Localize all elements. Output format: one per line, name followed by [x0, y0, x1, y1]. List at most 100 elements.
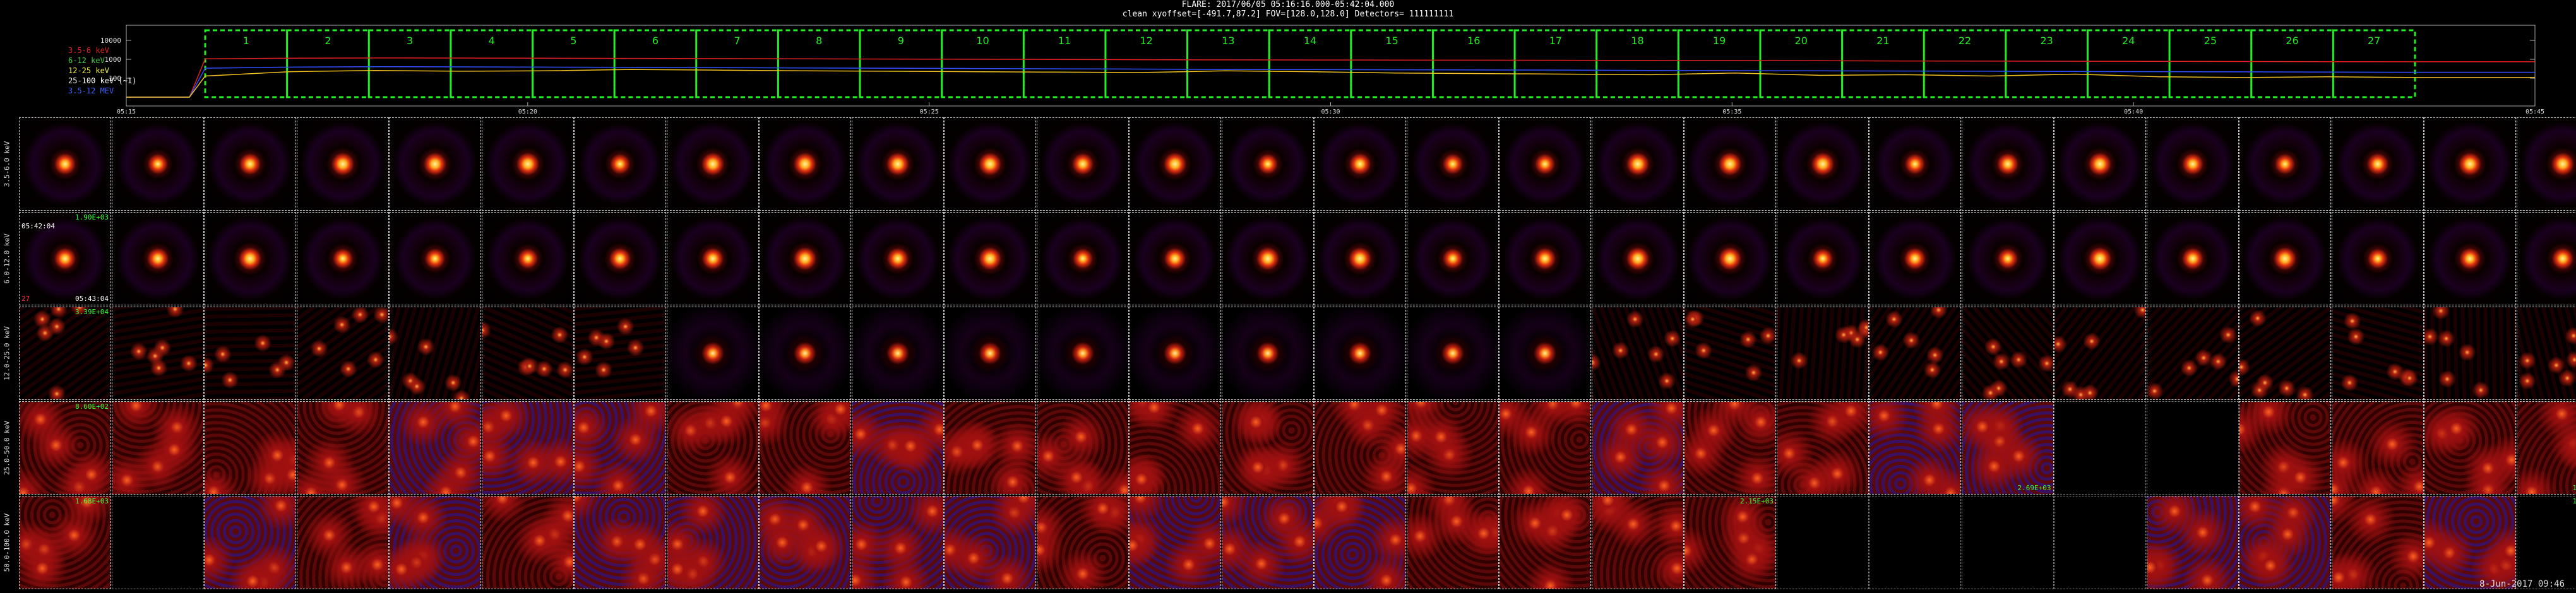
clean-image-cell[interactable]	[1406, 401, 1499, 495]
clean-image-cell[interactable]	[2331, 307, 2424, 400]
clean-image-cell[interactable]	[1869, 307, 1961, 400]
clean-image-cell[interactable]	[1591, 496, 1684, 589]
clean-image-cell[interactable]	[1499, 401, 1591, 495]
clean-image-cell[interactable]	[1314, 496, 1406, 589]
clean-image-cell[interactable]	[19, 117, 111, 211]
clean-image-cell[interactable]	[574, 401, 666, 495]
clean-image-cell[interactable]	[1869, 496, 1961, 589]
clean-image-cell[interactable]	[2424, 212, 2516, 305]
clean-image-cell[interactable]	[666, 212, 759, 305]
clean-image-cell[interactable]	[389, 401, 481, 495]
clean-image-cell[interactable]	[2146, 117, 2239, 211]
clean-image-cell[interactable]	[2239, 117, 2331, 211]
clean-image-cell[interactable]: 1.90E+03 05:42:04 27 05:43:04	[19, 212, 111, 305]
clean-image-cell[interactable]	[2146, 401, 2239, 495]
clean-image-cell[interactable]	[1499, 117, 1591, 211]
clean-image-cell[interactable]	[1221, 401, 1314, 495]
clean-image-cell[interactable]	[1129, 212, 1221, 305]
clean-image-cell[interactable]	[1314, 212, 1406, 305]
clean-image-cell[interactable]	[1684, 117, 1776, 211]
clean-image-cell[interactable]	[1314, 401, 1406, 495]
clean-image-cell[interactable]	[2516, 307, 2576, 400]
clean-image-cell[interactable]	[204, 117, 296, 211]
clean-image-cell[interactable]	[2054, 307, 2146, 400]
clean-image-cell[interactable]	[1591, 307, 1684, 400]
clean-image-cell[interactable]	[1129, 496, 1221, 589]
clean-image-cell[interactable]: 1.68E+03	[2516, 496, 2576, 589]
clean-image-cell[interactable]	[2424, 307, 2516, 400]
clean-image-cell[interactable]	[759, 212, 851, 305]
clean-image-cell[interactable]	[1221, 307, 1314, 400]
clean-image-cell[interactable]	[666, 496, 759, 589]
clean-image-cell[interactable]	[2239, 496, 2331, 589]
clean-image-cell[interactable]	[2054, 401, 2146, 495]
clean-image-cell[interactable]	[1869, 401, 1961, 495]
clean-image-cell[interactable]	[759, 117, 851, 211]
clean-image-cell[interactable]	[574, 117, 666, 211]
clean-image-cell[interactable]	[111, 212, 204, 305]
clean-image-cell[interactable]	[2239, 307, 2331, 400]
clean-image-cell[interactable]	[1591, 117, 1684, 211]
clean-image-cell[interactable]: 1.87E+03	[2516, 401, 2576, 495]
clean-image-cell[interactable]	[2146, 307, 2239, 400]
clean-image-cell[interactable]	[574, 307, 666, 400]
clean-image-cell[interactable]	[666, 117, 759, 211]
clean-image-cell[interactable]	[2331, 496, 2424, 589]
clean-image-cell[interactable]	[1684, 401, 1776, 495]
clean-image-cell[interactable]	[2239, 401, 2331, 495]
clean-image-cell[interactable]	[481, 496, 574, 589]
clean-image-cell[interactable]: 3.39E+04	[19, 307, 111, 400]
clean-image-cell[interactable]	[1221, 496, 1314, 589]
clean-image-cell[interactable]	[1036, 212, 1129, 305]
clean-image-cell[interactable]	[1776, 117, 1869, 211]
clean-image-cell[interactable]	[1961, 307, 2054, 400]
clean-image-cell[interactable]	[851, 401, 944, 495]
clean-image-cell[interactable]	[1869, 212, 1961, 305]
clean-image-cell[interactable]	[1499, 212, 1591, 305]
clean-image-cell[interactable]	[111, 307, 204, 400]
clean-image-cell[interactable]	[1684, 212, 1776, 305]
clean-image-cell[interactable]	[2424, 117, 2516, 211]
clean-image-cell[interactable]	[481, 307, 574, 400]
clean-image-cell[interactable]: 2.15E+03	[1684, 496, 1776, 589]
clean-image-cell[interactable]	[481, 117, 574, 211]
clean-image-cell[interactable]	[574, 212, 666, 305]
clean-image-cell[interactable]	[1776, 496, 1869, 589]
clean-image-cell[interactable]	[1221, 117, 1314, 211]
clean-image-cell[interactable]	[1036, 401, 1129, 495]
clean-image-cell[interactable]	[111, 496, 204, 589]
clean-image-cell[interactable]	[481, 212, 574, 305]
clean-image-cell[interactable]	[944, 496, 1036, 589]
clean-image-cell[interactable]: 1.68E+03	[19, 496, 111, 589]
clean-image-cell[interactable]	[1869, 117, 1961, 211]
clean-image-cell[interactable]	[1961, 212, 2054, 305]
clean-image-cell[interactable]	[1684, 307, 1776, 400]
clean-image-cell[interactable]	[296, 496, 389, 589]
clean-image-cell[interactable]	[1314, 117, 1406, 211]
clean-image-cell[interactable]	[2424, 496, 2516, 589]
clean-image-cell[interactable]	[1406, 117, 1499, 211]
clean-image-cell[interactable]	[1036, 496, 1129, 589]
clean-image-cell[interactable]	[1961, 496, 2054, 589]
clean-image-cell[interactable]	[481, 401, 574, 495]
clean-image-cell[interactable]	[1406, 307, 1499, 400]
clean-image-cell[interactable]	[1499, 307, 1591, 400]
clean-image-cell[interactable]	[759, 496, 851, 589]
clean-image-cell[interactable]	[1036, 307, 1129, 400]
clean-image-cell[interactable]	[204, 401, 296, 495]
clean-image-cell[interactable]	[2239, 212, 2331, 305]
clean-image-cell[interactable]: 2.69E+03	[1961, 401, 2054, 495]
clean-image-cell[interactable]	[204, 496, 296, 589]
clean-image-cell[interactable]	[1499, 496, 1591, 589]
clean-image-cell[interactable]	[2146, 212, 2239, 305]
clean-image-cell[interactable]	[1036, 117, 1129, 211]
clean-image-cell[interactable]	[2331, 401, 2424, 495]
clean-image-cell[interactable]	[759, 307, 851, 400]
clean-image-cell[interactable]	[296, 117, 389, 211]
clean-image-cell[interactable]	[1406, 212, 1499, 305]
clean-image-cell[interactable]	[1129, 307, 1221, 400]
clean-image-cell[interactable]	[389, 117, 481, 211]
clean-image-cell[interactable]	[111, 401, 204, 495]
clean-image-cell[interactable]	[1221, 212, 1314, 305]
clean-image-cell[interactable]	[1129, 117, 1221, 211]
